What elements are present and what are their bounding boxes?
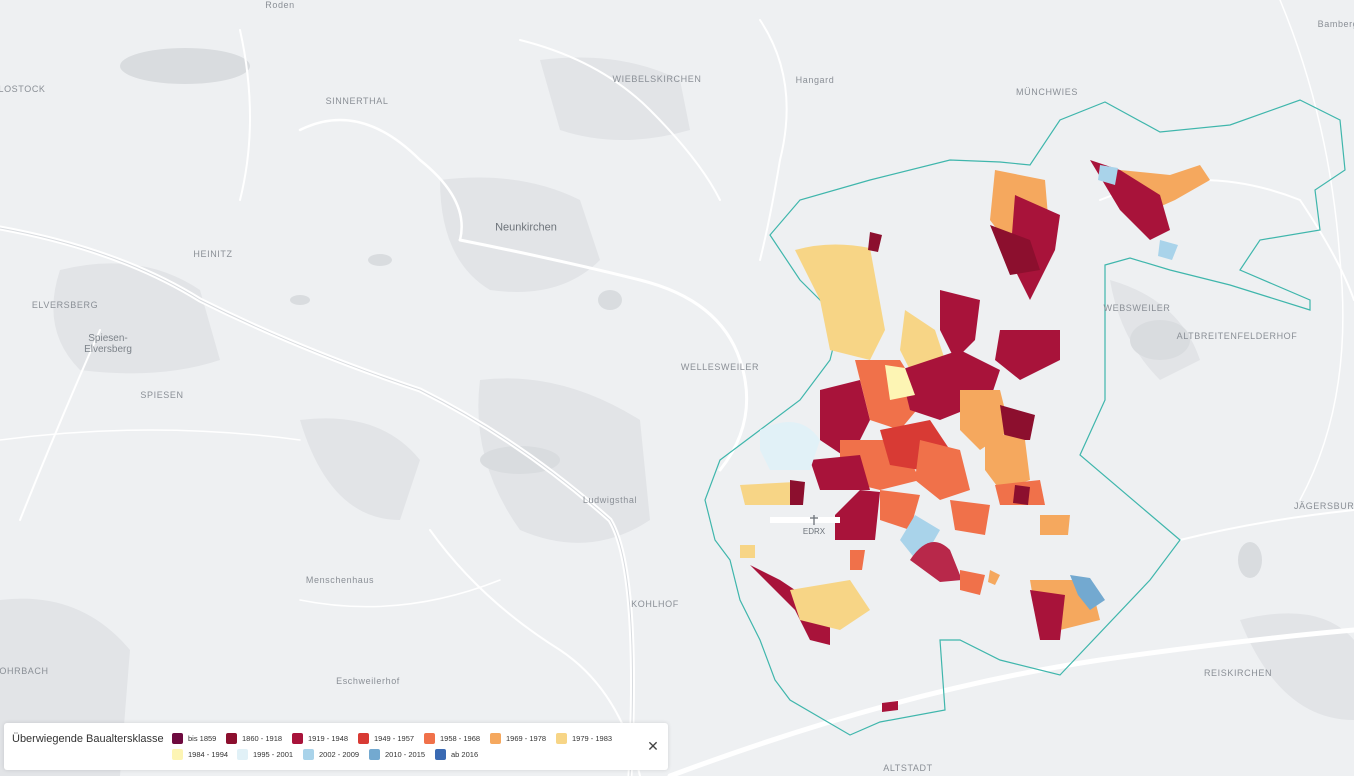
legend-swatch xyxy=(237,749,248,760)
legend-label: 1919 - 1948 xyxy=(308,734,349,743)
forest-patches xyxy=(120,48,1262,578)
town-label-spiesen-elversberg: Spiesen- Elversberg xyxy=(84,333,132,355)
place-label: ALTBREITENFELDERHOF xyxy=(1176,331,1298,341)
place-label: Hangard xyxy=(795,75,835,85)
legend-swatch xyxy=(435,749,446,760)
place-label: Menschenhaus xyxy=(305,575,375,585)
place-label: WEBSWEILER xyxy=(1103,303,1171,313)
place-label: JÄGERSBURG xyxy=(1293,501,1354,511)
legend-panel: Überwiegende Baualtersklasse bis 1859 18… xyxy=(4,723,668,770)
close-icon[interactable]: ✕ xyxy=(647,738,659,754)
legend-item: 1958 - 1968 xyxy=(424,733,480,744)
place-label: Eschweilerhof xyxy=(336,676,400,686)
place-label: HEINITZ xyxy=(193,249,233,259)
place-label: OHRBACH xyxy=(0,666,49,676)
legend-label: 2002 - 2009 xyxy=(319,750,360,759)
legend-label: 2010 - 2015 xyxy=(385,750,426,759)
legend-label: ab 2016 xyxy=(451,750,479,759)
legend-item: 1969 - 1978 xyxy=(490,733,546,744)
legend-title: Überwiegende Baualtersklasse xyxy=(12,733,164,745)
place-label: KOHLHOF xyxy=(631,599,679,609)
place-label: SPIESEN xyxy=(140,390,184,400)
legend-swatch xyxy=(292,733,303,744)
legend-label: 1979 - 1983 xyxy=(572,734,613,743)
legend-item: 1995 - 2001 xyxy=(237,749,293,760)
legend-label: 1860 - 1918 xyxy=(242,734,283,743)
legend-label: 1958 - 1968 xyxy=(440,734,481,743)
place-label: WELLESWEILER xyxy=(680,362,760,372)
legend-item: bis 1859 xyxy=(172,733,216,744)
place-label: SINNERTHAL xyxy=(325,96,389,106)
place-label: Bamberg xyxy=(1317,19,1354,29)
place-label: LOSTOCK xyxy=(0,84,46,94)
legend-item: 1860 - 1918 xyxy=(226,733,282,744)
place-label: Ludwigsthal xyxy=(582,495,638,505)
legend-swatch xyxy=(490,733,501,744)
legend-item: 2010 - 2015 xyxy=(369,749,425,760)
airfield-runway xyxy=(770,517,840,523)
place-label: ELVERSBERG xyxy=(31,300,99,310)
legend-item: 1949 - 1957 xyxy=(358,733,414,744)
legend-swatch xyxy=(369,749,380,760)
legend-swatch xyxy=(424,733,435,744)
legend-item: ab 2016 xyxy=(435,749,478,760)
legend-label: 1984 - 1994 xyxy=(188,750,229,759)
legend-item: 1984 - 1994 xyxy=(172,749,228,760)
legend-swatch xyxy=(303,749,314,760)
place-label: WIEBELSKIRCHEN xyxy=(612,74,702,84)
legend-swatch xyxy=(172,733,183,744)
legend-swatch xyxy=(172,749,183,760)
legend-label: 1995 - 2001 xyxy=(253,750,294,759)
legend-item: 1979 - 1983 xyxy=(556,733,612,744)
legend-label: 1949 - 1957 xyxy=(374,734,415,743)
legend-item: 2002 - 2009 xyxy=(303,749,359,760)
legend-label: 1969 - 1978 xyxy=(506,734,547,743)
place-label: Roden xyxy=(265,0,295,10)
legend-label: bis 1859 xyxy=(188,734,217,743)
airport-code-label: EDRX xyxy=(802,527,826,536)
legend-swatch xyxy=(226,733,237,744)
legend-swatch xyxy=(358,733,369,744)
airport-icon xyxy=(810,515,818,525)
building-age-polygons[interactable] xyxy=(740,160,1210,712)
legend-item: 1919 - 1948 xyxy=(292,733,348,744)
town-label-neunkirchen: Neunkirchen xyxy=(495,221,557,234)
place-label: ALTSTADT xyxy=(883,763,933,773)
legend-swatch xyxy=(556,733,567,744)
place-label: MÜNCHWIES xyxy=(1016,87,1078,97)
place-label: REISKIRCHEN xyxy=(1203,668,1273,678)
municipal-boundary xyxy=(704,99,1346,736)
